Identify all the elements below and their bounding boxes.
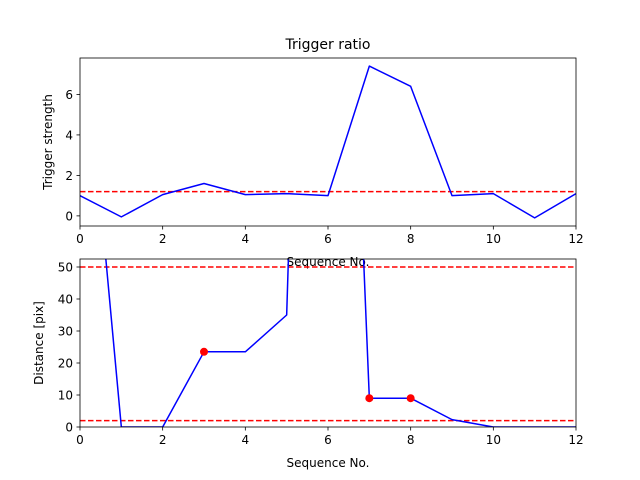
series-line <box>80 65 576 219</box>
x-tick-label: 4 <box>242 433 250 447</box>
trigger-ratio-plot: Trigger ratio Sequence No. Trigger stren… <box>41 37 584 269</box>
plot-area <box>80 259 576 427</box>
axes-frame <box>79 57 577 227</box>
distance-plot: Sequence No. Distance [pix] 0 2 4 6 8 10 12 0 10… <box>32 258 584 470</box>
y-tick-label: 2 <box>65 169 73 183</box>
x-tick-label: 2 <box>159 232 167 246</box>
y-tick-label: 20 <box>58 357 73 371</box>
y-axis-label: Distance [pix] <box>32 301 46 385</box>
data-point <box>406 394 415 403</box>
x-tick-label: 4 <box>242 232 250 246</box>
y-tick-label: 0 <box>65 209 73 223</box>
y-tick-label: 0 <box>65 421 73 435</box>
x-tick-label: 0 <box>76 433 84 447</box>
x-tick-label: 12 <box>568 433 583 447</box>
x-tick-label: 0 <box>76 232 84 246</box>
y-tick-label: 50 <box>58 261 73 275</box>
x-tick-label: 10 <box>486 232 501 246</box>
axes-frame <box>79 258 577 428</box>
series-line <box>105 259 576 427</box>
x-tick-label: 6 <box>324 232 332 246</box>
y-tick-label: 30 <box>58 325 73 339</box>
y-tick-label: 4 <box>65 128 73 142</box>
x-tick-label: 12 <box>568 232 583 246</box>
x-tick-label: 2 <box>159 433 167 447</box>
x-tick-label: 8 <box>407 232 415 246</box>
x-tick-label: 10 <box>486 433 501 447</box>
x-tick-label: 8 <box>407 433 415 447</box>
y-tick-label: 6 <box>65 88 73 102</box>
data-point <box>200 347 208 356</box>
y-axis-label: Trigger strength <box>41 94 55 191</box>
x-tick-label: 6 <box>324 433 332 447</box>
x-axis-label: Sequence No. <box>287 255 370 269</box>
chart-title: Trigger ratio <box>284 37 370 53</box>
plot-area <box>80 65 576 219</box>
y-tick-label: 40 <box>58 293 73 307</box>
data-point <box>365 394 374 403</box>
y-tick-label: 10 <box>58 389 73 403</box>
x-axis-label: Sequence No. <box>287 456 370 470</box>
